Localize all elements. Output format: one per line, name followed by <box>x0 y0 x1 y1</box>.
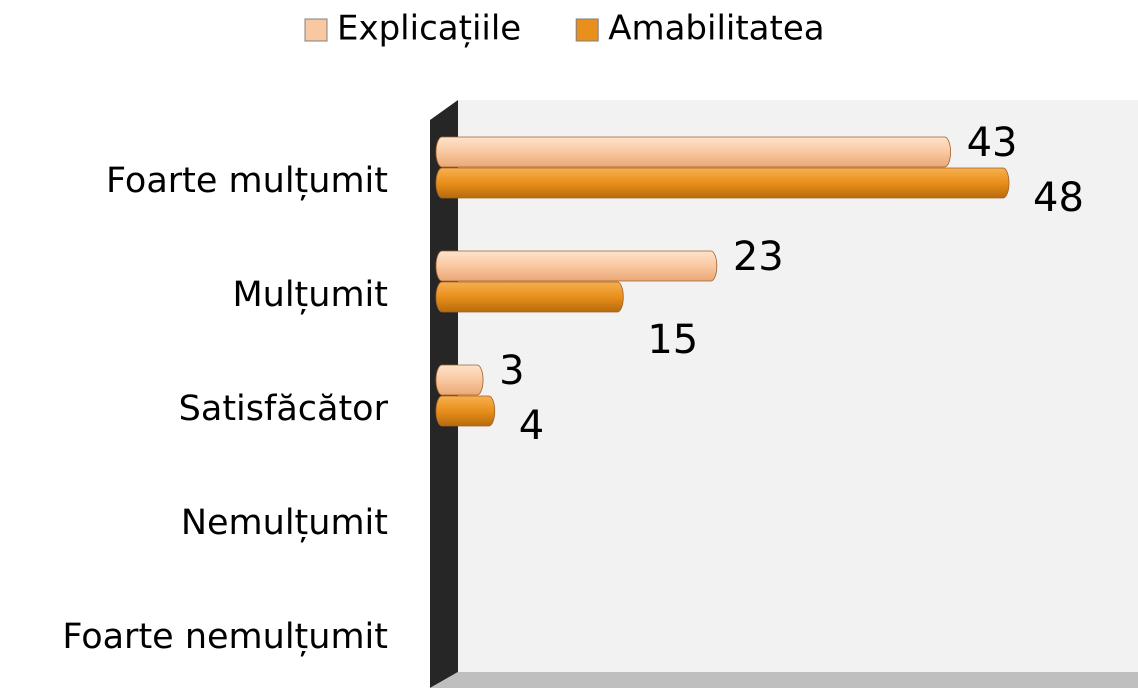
category-label: Foarte nemulțumit <box>62 617 388 657</box>
bar <box>435 167 1010 199</box>
bar <box>435 250 718 282</box>
bar <box>435 395 496 427</box>
bar <box>435 364 484 396</box>
legend-label: Explicațiile <box>337 9 521 49</box>
data-label: 23 <box>733 234 784 280</box>
data-label: 15 <box>647 317 698 363</box>
floor <box>430 672 1138 688</box>
legend-label: Amabilitatea <box>608 9 824 49</box>
data-label: 43 <box>967 120 1018 166</box>
category-label: Mulțumit <box>232 275 388 315</box>
legend-swatch <box>575 18 599 42</box>
data-label: 3 <box>499 348 524 394</box>
data-label: 48 <box>1033 175 1084 221</box>
legend-swatch <box>304 18 328 42</box>
bar <box>435 281 624 313</box>
category-label: Foarte mulțumit <box>106 161 388 201</box>
category-label: Nemulțumit <box>181 503 388 543</box>
data-label: 4 <box>519 403 544 449</box>
category-label: Satisfăcător <box>179 389 389 429</box>
bar <box>435 136 951 168</box>
